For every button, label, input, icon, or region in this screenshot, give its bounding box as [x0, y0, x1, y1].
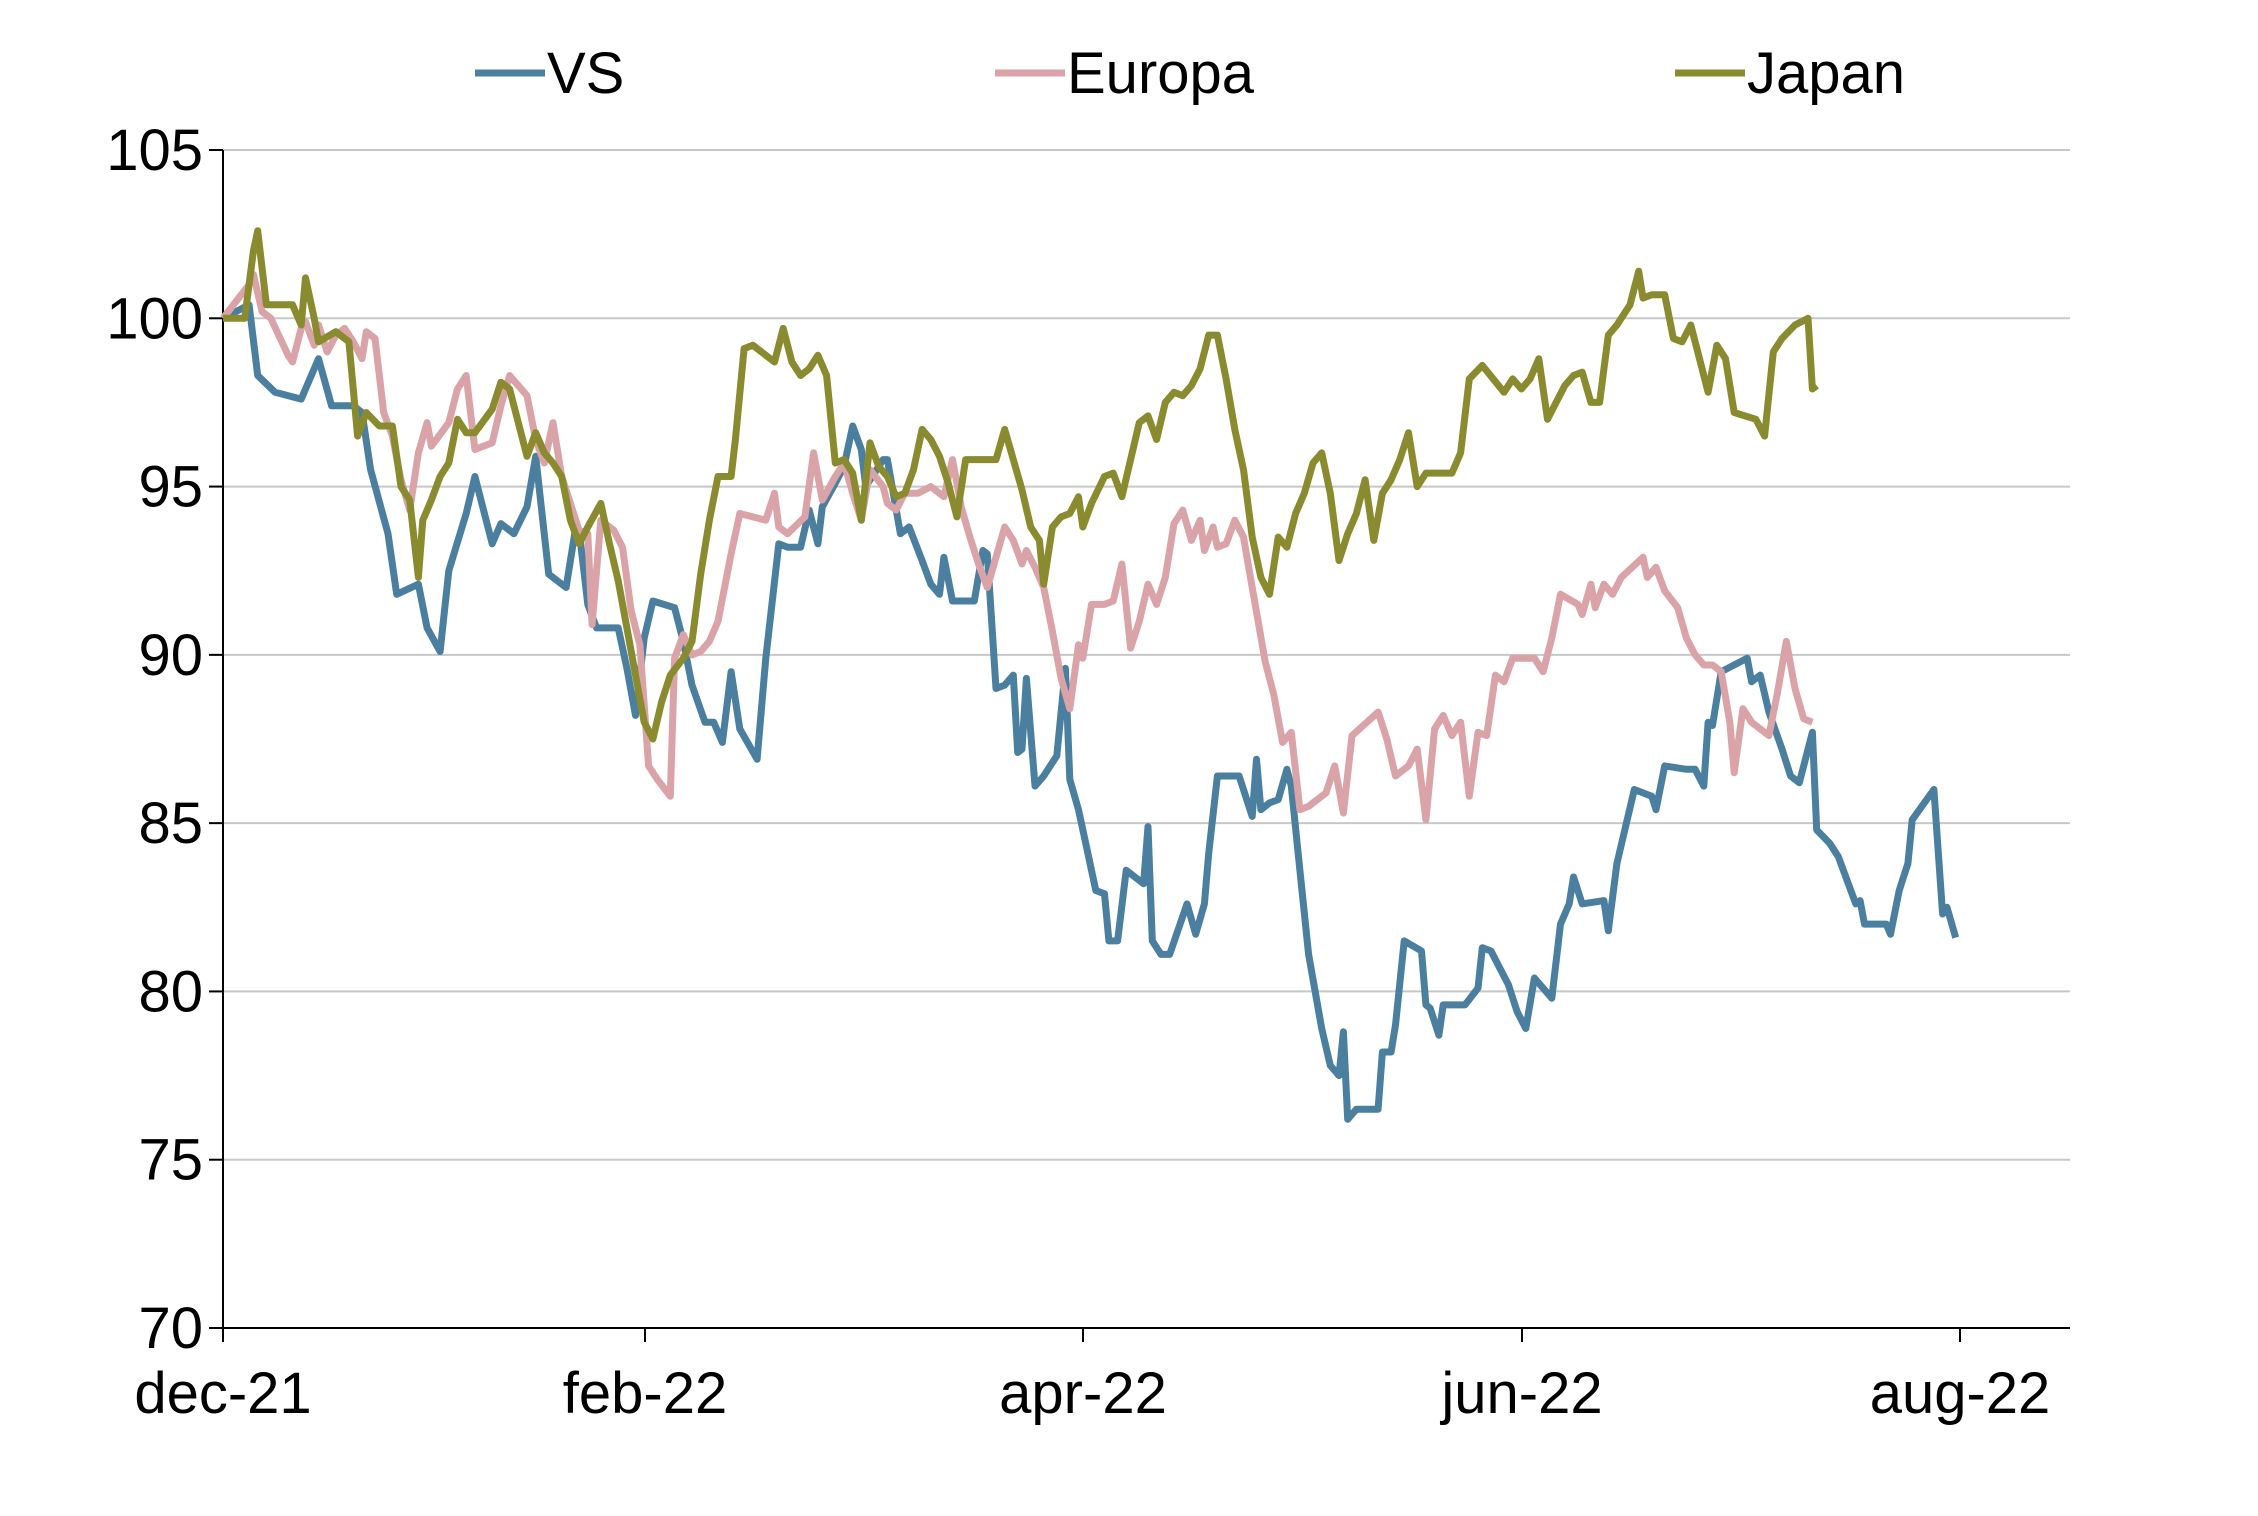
series-lines	[220, 227, 1960, 1123]
x-tick-label: dec-21	[134, 1361, 311, 1426]
x-tick-label: apr-22	[999, 1361, 1167, 1426]
x-tick-label: aug-22	[1870, 1361, 2051, 1426]
y-tick-label: 75	[138, 1128, 203, 1193]
y-tick-label: 85	[138, 791, 203, 856]
y-tick-label: 105	[106, 118, 203, 183]
legend-label-europa: Europa	[1067, 41, 1255, 106]
y-tick-label: 95	[138, 455, 203, 520]
axes: 70 75 80 85 90 95 100 105 dec-21 feb-22 apr-22 jun-…	[106, 118, 2070, 1426]
series-line-europa	[220, 271, 1814, 824]
series-line-japan	[223, 227, 1819, 743]
legend: VS Europa Japan	[475, 41, 1905, 106]
y-tick-label: 70	[138, 1296, 203, 1361]
gridlines	[223, 149, 2070, 1161]
x-tick-label: jun-22	[1439, 1361, 1602, 1426]
y-tick-label: 100	[106, 286, 203, 351]
legend-label-japan: Japan	[1747, 41, 1905, 106]
x-tick-label: feb-22	[563, 1361, 727, 1426]
series-line-vs	[221, 301, 1960, 1123]
y-tick-label: 90	[138, 623, 203, 688]
y-tick-label: 80	[138, 959, 203, 1024]
legend-label-vs: VS	[547, 41, 624, 106]
